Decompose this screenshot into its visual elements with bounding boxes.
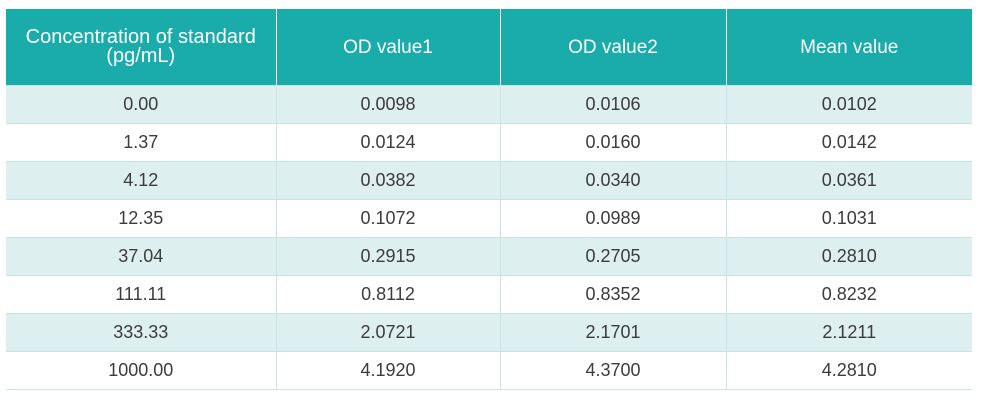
cell-mean-value: 4.2810 — [725, 351, 972, 390]
cell-mean-value: 0.0361 — [725, 161, 972, 200]
cell-od-value2: 0.0106 — [499, 85, 726, 124]
header-od-value1: OD value1 — [275, 9, 500, 86]
cell-concentration: 111.11 — [6, 275, 276, 314]
cell-concentration: 4.12 — [6, 161, 276, 200]
cell-concentration: 37.04 — [6, 237, 276, 276]
header-concentration: Concentration of standard (pg/mL) — [6, 9, 276, 86]
cell-od-value2: 0.0989 — [499, 199, 726, 238]
cell-concentration: 1.37 — [6, 123, 276, 162]
cell-mean-value: 0.0142 — [725, 123, 972, 162]
table-row: 1000.00 4.1920 4.3700 4.2810 — [6, 351, 972, 390]
cell-od-value2: 4.3700 — [499, 351, 726, 390]
cell-mean-value: 0.0102 — [725, 85, 972, 124]
cell-od-value2: 0.2705 — [499, 237, 726, 276]
cell-mean-value: 0.1031 — [725, 199, 972, 238]
table-row: 333.33 2.0721 2.1701 2.1211 — [6, 313, 972, 352]
cell-od-value2: 0.8352 — [499, 275, 726, 314]
cell-od-value1: 0.0124 — [275, 123, 500, 162]
table-row: 111.11 0.8112 0.8352 0.8232 — [6, 275, 972, 314]
cell-od-value1: 0.0098 — [275, 85, 500, 124]
cell-od-value1: 0.1072 — [275, 199, 500, 238]
table-row: 0.00 0.0098 0.0106 0.0102 — [6, 85, 972, 124]
table-header: Concentration of standard (pg/mL) OD val… — [6, 9, 972, 86]
cell-od-value2: 2.1701 — [499, 313, 726, 352]
cell-mean-value: 0.2810 — [725, 237, 972, 276]
cell-mean-value: 0.8232 — [725, 275, 972, 314]
header-od-value2: OD value2 — [499, 9, 726, 86]
cell-concentration: 333.33 — [6, 313, 276, 352]
header-row: Concentration of standard (pg/mL) OD val… — [6, 9, 972, 86]
cell-od-value1: 4.1920 — [275, 351, 500, 390]
cell-concentration: 12.35 — [6, 199, 276, 238]
table-row: 37.04 0.2915 0.2705 0.2810 — [6, 237, 972, 276]
table-row: 12.35 0.1072 0.0989 0.1031 — [6, 199, 972, 238]
cell-od-value1: 0.2915 — [275, 237, 500, 276]
table-row: 4.12 0.0382 0.0340 0.0361 — [6, 161, 972, 200]
cell-od-value1: 2.0721 — [275, 313, 500, 352]
standard-curve-table: Concentration of standard (pg/mL) OD val… — [6, 9, 972, 390]
cell-od-value2: 0.0160 — [499, 123, 726, 162]
standard-curve-table-container: Concentration of standard (pg/mL) OD val… — [6, 9, 972, 390]
cell-concentration: 1000.00 — [6, 351, 276, 390]
header-concentration-line1: Concentration of standard — [25, 26, 256, 48]
cell-od-value2: 0.0340 — [499, 161, 726, 200]
cell-concentration: 0.00 — [6, 85, 276, 124]
header-concentration-line2: (pg/mL) — [106, 45, 176, 67]
cell-od-value1: 0.0382 — [275, 161, 500, 200]
header-mean-value: Mean value — [725, 9, 972, 86]
table-row: 1.37 0.0124 0.0160 0.0142 — [6, 123, 972, 162]
table-body: 0.00 0.0098 0.0106 0.0102 1.37 0.0124 0.… — [6, 85, 972, 390]
cell-od-value1: 0.8112 — [275, 275, 500, 314]
cell-mean-value: 2.1211 — [725, 313, 972, 352]
